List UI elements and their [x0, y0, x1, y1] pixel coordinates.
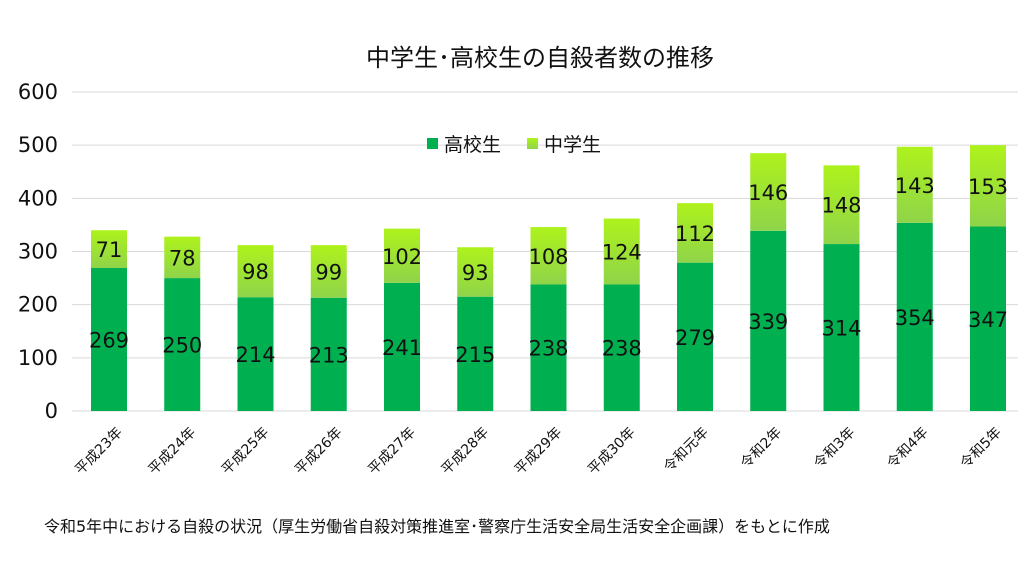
bar-junior-high: [750, 153, 787, 231]
bar-high-school: [457, 296, 494, 411]
x-axis-labels: 平成23年 平成24年 平成25年 平成26年 平成27年 平成28年 平成29年 平成30年…: [72, 425, 1005, 479]
x-category-label: 平成29年: [512, 425, 566, 479]
bar-high-school: [750, 230, 787, 411]
data-label-junior-high: 93: [462, 261, 489, 285]
y-axis-ticks: 0 100 200 300 400 500 600: [18, 80, 58, 423]
bar-high-school: [384, 282, 420, 411]
legend-swatch-high-school: [427, 138, 438, 149]
x-category-label: 平成30年: [585, 425, 639, 479]
y-tick-label: 0: [45, 399, 58, 423]
bar-high-school: [530, 284, 567, 411]
data-label-junior-high: 143: [895, 174, 935, 198]
x-category-label: 平成28年: [438, 425, 492, 479]
x-category-label: 令和3年: [811, 425, 858, 472]
bar-junior-high: [970, 145, 1006, 227]
legend-swatch-junior-high: [527, 138, 538, 149]
bar-junior-high: [603, 218, 640, 285]
data-label-high-school: 213: [309, 343, 349, 367]
y-tick-label: 400: [18, 186, 58, 210]
y-tick-label: 300: [18, 240, 58, 264]
data-label-junior-high: 99: [315, 260, 342, 284]
legend: 高校生 中学生: [427, 134, 601, 156]
data-label-high-school: 215: [455, 343, 495, 367]
data-label-junior-high: 148: [821, 194, 861, 218]
x-category-label: 平成27年: [365, 425, 419, 479]
bar-high-school: [603, 284, 640, 411]
data-label-junior-high: 124: [602, 241, 642, 265]
data-label-high-school: 339: [748, 310, 788, 334]
bar-junior-high: [237, 245, 274, 298]
bar-high-school: [310, 297, 347, 411]
bar-high-school: [91, 267, 127, 411]
data-label-high-school: 279: [675, 326, 715, 350]
bar-junior-high: [91, 230, 127, 268]
bar-high-school: [677, 262, 713, 411]
bar-junior-high: [896, 146, 933, 223]
x-category-label: 令和2年: [738, 425, 785, 472]
data-label-junior-high: 108: [528, 245, 568, 269]
data-label-junior-high: 146: [748, 181, 788, 205]
data-label-high-school: 347: [968, 308, 1008, 332]
bar-junior-high: [164, 236, 201, 279]
data-label-junior-high: 98: [242, 260, 269, 284]
x-category-label: 令和4年: [884, 425, 931, 472]
chart: 中学生･高校生の自殺者数の推移 0 100 200 300 400 500 600 269 7…: [18, 44, 1018, 479]
x-category-label: 令和元年: [661, 425, 712, 476]
x-category-label: 平成24年: [145, 425, 199, 479]
data-label-junior-high: 112: [675, 222, 715, 246]
y-tick-label: 600: [18, 80, 58, 104]
x-category-label: 平成25年: [219, 425, 273, 479]
data-label-high-school: 238: [602, 337, 642, 361]
x-category-label: 令和5年: [958, 425, 1005, 472]
x-category-label: 平成23年: [72, 425, 126, 479]
data-label-high-school: 354: [895, 306, 935, 330]
bars: [91, 145, 1006, 411]
data-label-high-school: 241: [382, 336, 422, 360]
y-tick-label: 200: [18, 293, 58, 317]
bar-junior-high: [530, 227, 567, 285]
bar-junior-high: [310, 245, 347, 298]
legend-label-junior-high: 中学生: [544, 134, 601, 156]
data-label-junior-high: 153: [968, 175, 1008, 199]
data-label-junior-high: 102: [382, 245, 422, 269]
data-label-high-school: 314: [821, 317, 861, 341]
data-labels: 269 71 250 78 214 98 213 99 241 102 215 93 238 108 238…: [89, 174, 1008, 368]
data-label-junior-high: 71: [96, 238, 123, 262]
source-footnote: 令和5年中における自殺の状況（厚生労働省自殺対策推進室･警察庁生活安全局生活安全…: [44, 517, 830, 536]
bar-junior-high: [384, 228, 420, 283]
data-label-junior-high: 78: [169, 246, 196, 270]
bar-high-school: [823, 244, 860, 411]
y-tick-label: 100: [18, 346, 58, 370]
bar-junior-high: [823, 165, 860, 245]
chart-title: 中学生･高校生の自殺者数の推移: [366, 44, 714, 72]
legend-label-high-school: 高校生: [444, 134, 501, 156]
y-tick-label: 500: [18, 133, 58, 157]
bar-junior-high: [457, 247, 494, 297]
bar-high-school: [896, 222, 933, 411]
bar-junior-high: [677, 203, 713, 263]
x-category-label: 平成26年: [292, 425, 346, 479]
bar-high-school: [237, 297, 274, 411]
data-label-high-school: 269: [89, 328, 129, 352]
bar-high-school: [970, 226, 1006, 411]
data-label-high-school: 250: [162, 334, 202, 358]
bar-high-school: [164, 278, 201, 411]
data-label-high-school: 238: [528, 337, 568, 361]
data-label-high-school: 214: [235, 343, 275, 367]
